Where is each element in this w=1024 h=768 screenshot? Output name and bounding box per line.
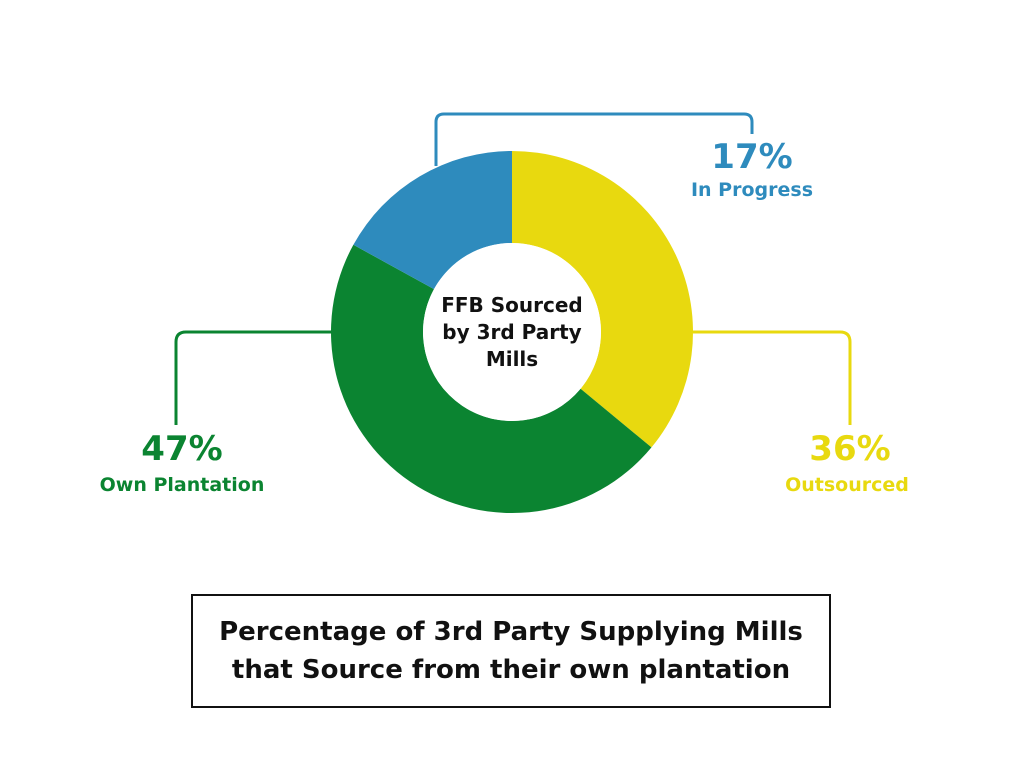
- category-label-own-plantation: Own Plantation: [100, 474, 265, 496]
- donut-slice-own-plantation: [330, 244, 652, 514]
- caption-line-2: that Source from their own plantation: [231, 655, 791, 685]
- caption-line-1: Percentage of 3rd Party Supplying Mills: [219, 617, 803, 647]
- donut-hole: [423, 243, 601, 421]
- center-label-line-3: Mills: [486, 347, 538, 371]
- pct-label-in-progress: 17%: [711, 137, 792, 177]
- leader-line-in-progress: [434, 112, 754, 166]
- leader-line-outsourced: [693, 330, 852, 425]
- caption-box: Percentage of 3rd Party Supplying Mills …: [191, 594, 831, 708]
- pct-label-own-plantation: 47%: [141, 429, 222, 469]
- category-label-outsourced: Outsourced: [785, 474, 909, 496]
- center-label-line-2: by 3rd Party: [442, 320, 581, 344]
- donut-slice-outsourced: [512, 151, 693, 448]
- leader-line-own-plantation: [174, 330, 334, 425]
- pct-label-outsourced: 36%: [809, 429, 890, 469]
- donut-slices: [330, 151, 693, 514]
- center-label-line-1: FFB Sourced: [441, 293, 583, 317]
- donut-slice-in-progress: [353, 151, 512, 290]
- category-label-in-progress: In Progress: [691, 179, 813, 201]
